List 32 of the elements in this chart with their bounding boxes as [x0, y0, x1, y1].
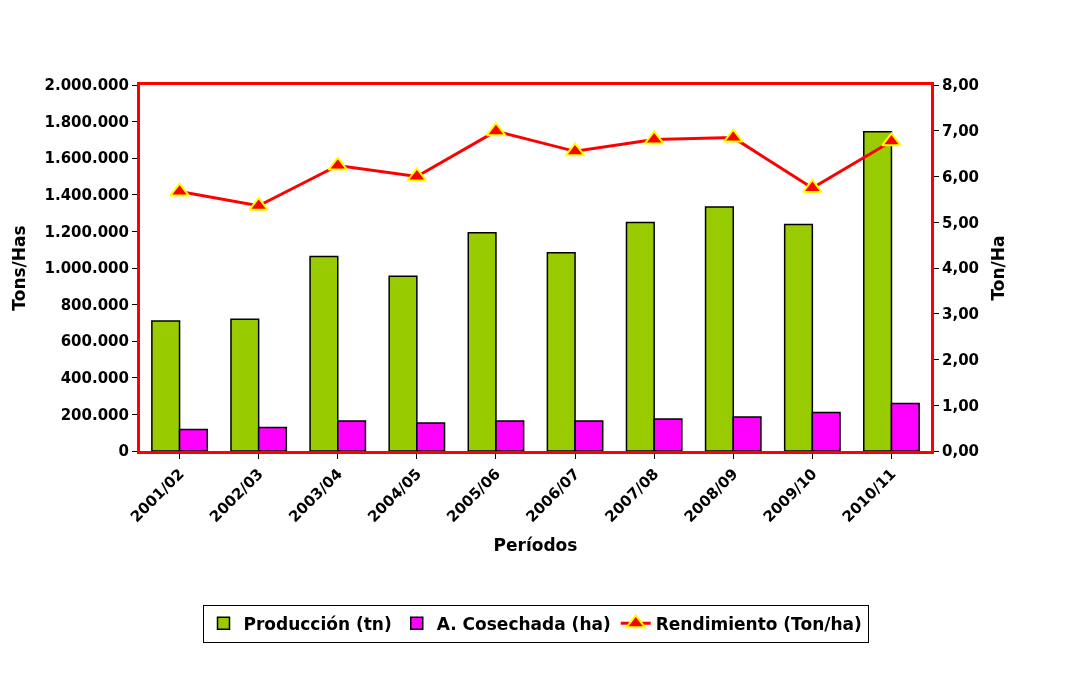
- point: [881, 132, 902, 147]
- point: [327, 156, 348, 171]
- y2-axis-title: Ton/Ha: [988, 235, 1009, 301]
- y-tick-label: 1.000.000: [44, 259, 129, 278]
- y-tick-label: 600.000: [60, 332, 129, 351]
- y2-tick-label: 7,00: [942, 122, 980, 140]
- y2-tick-label: 5,00: [942, 213, 980, 232]
- x-axis-title: Períodos: [493, 535, 578, 556]
- point: [802, 178, 823, 193]
- y-tick-label: 1.800.000: [44, 112, 129, 131]
- y-tick-label: 2.000.000: [44, 76, 129, 95]
- y-tick-label: 200.000: [60, 405, 129, 424]
- y-tick-label: 1.200.000: [44, 222, 129, 241]
- y2-tick-label: 8,00: [942, 76, 980, 95]
- point: [248, 196, 269, 211]
- y-tick-label: 0: [118, 442, 129, 461]
- legend-label: A. Cosechada (ha): [436, 613, 611, 634]
- legend-label: Rendimiento (Ton/ha): [655, 613, 862, 634]
- y2-tick-label: 6,00: [942, 167, 980, 186]
- point: [169, 182, 190, 197]
- y2-tick-label: 0,00: [942, 442, 980, 461]
- y-axis-title: Tons/Has: [9, 225, 30, 311]
- legend-label: Producción (tn): [243, 613, 392, 634]
- y-tick-label: 1.600.000: [44, 149, 129, 168]
- point: [723, 128, 744, 143]
- y-tick-label: 400.000: [60, 369, 129, 388]
- y-tick-label: 1.400.000: [44, 186, 129, 205]
- y2-tick-label: 2,00: [942, 350, 980, 369]
- y2-tick-label: 4,00: [942, 259, 980, 278]
- y2-tick-label: 3,00: [942, 305, 980, 323]
- y-tick-label: 800.000: [60, 295, 129, 314]
- y2-tick-label: 1,00: [942, 396, 980, 415]
